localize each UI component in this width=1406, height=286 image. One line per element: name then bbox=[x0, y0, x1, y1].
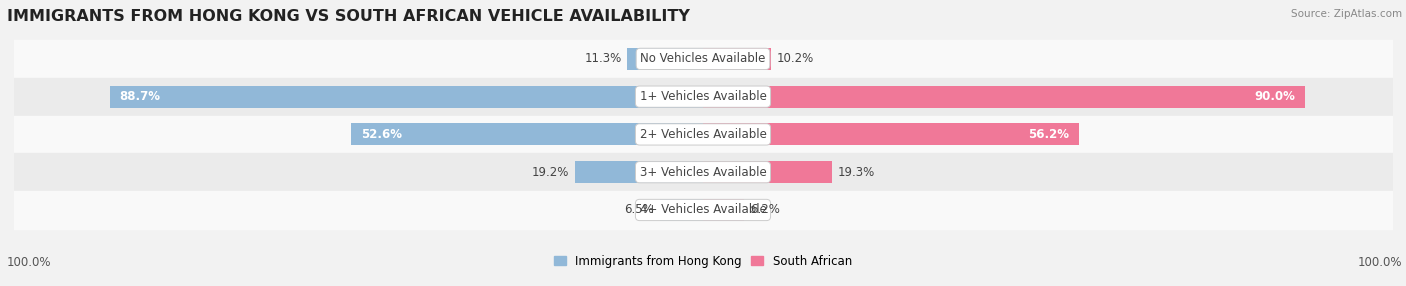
Bar bbox=[703, 124, 1078, 145]
Text: 19.3%: 19.3% bbox=[838, 166, 875, 179]
Text: 4+ Vehicles Available: 4+ Vehicles Available bbox=[640, 203, 766, 217]
Text: No Vehicles Available: No Vehicles Available bbox=[640, 52, 766, 65]
Text: 100.0%: 100.0% bbox=[7, 256, 52, 269]
Text: 19.2%: 19.2% bbox=[531, 166, 569, 179]
Text: IMMIGRANTS FROM HONG KONG VS SOUTH AFRICAN VEHICLE AVAILABILITY: IMMIGRANTS FROM HONG KONG VS SOUTH AFRIC… bbox=[7, 9, 690, 23]
Text: 88.7%: 88.7% bbox=[120, 90, 160, 103]
Text: 6.2%: 6.2% bbox=[749, 203, 780, 217]
Bar bbox=[627, 48, 703, 70]
Bar bbox=[575, 161, 703, 183]
Bar bbox=[110, 86, 703, 108]
Legend: Immigrants from Hong Kong, South African: Immigrants from Hong Kong, South African bbox=[550, 250, 856, 273]
Text: 11.3%: 11.3% bbox=[585, 52, 621, 65]
Bar bbox=[703, 48, 772, 70]
Bar bbox=[703, 86, 1305, 108]
Text: 100.0%: 100.0% bbox=[1357, 256, 1402, 269]
Text: 10.2%: 10.2% bbox=[776, 52, 814, 65]
Text: 6.5%: 6.5% bbox=[624, 203, 654, 217]
Text: 52.6%: 52.6% bbox=[361, 128, 402, 141]
Text: 90.0%: 90.0% bbox=[1254, 90, 1295, 103]
Bar bbox=[352, 124, 703, 145]
Text: Source: ZipAtlas.com: Source: ZipAtlas.com bbox=[1291, 9, 1402, 19]
Text: 3+ Vehicles Available: 3+ Vehicles Available bbox=[640, 166, 766, 179]
Bar bbox=[659, 199, 703, 221]
Text: 2+ Vehicles Available: 2+ Vehicles Available bbox=[640, 128, 766, 141]
Bar bbox=[703, 161, 832, 183]
Text: 56.2%: 56.2% bbox=[1028, 128, 1069, 141]
Text: 1+ Vehicles Available: 1+ Vehicles Available bbox=[640, 90, 766, 103]
Bar bbox=[703, 199, 744, 221]
